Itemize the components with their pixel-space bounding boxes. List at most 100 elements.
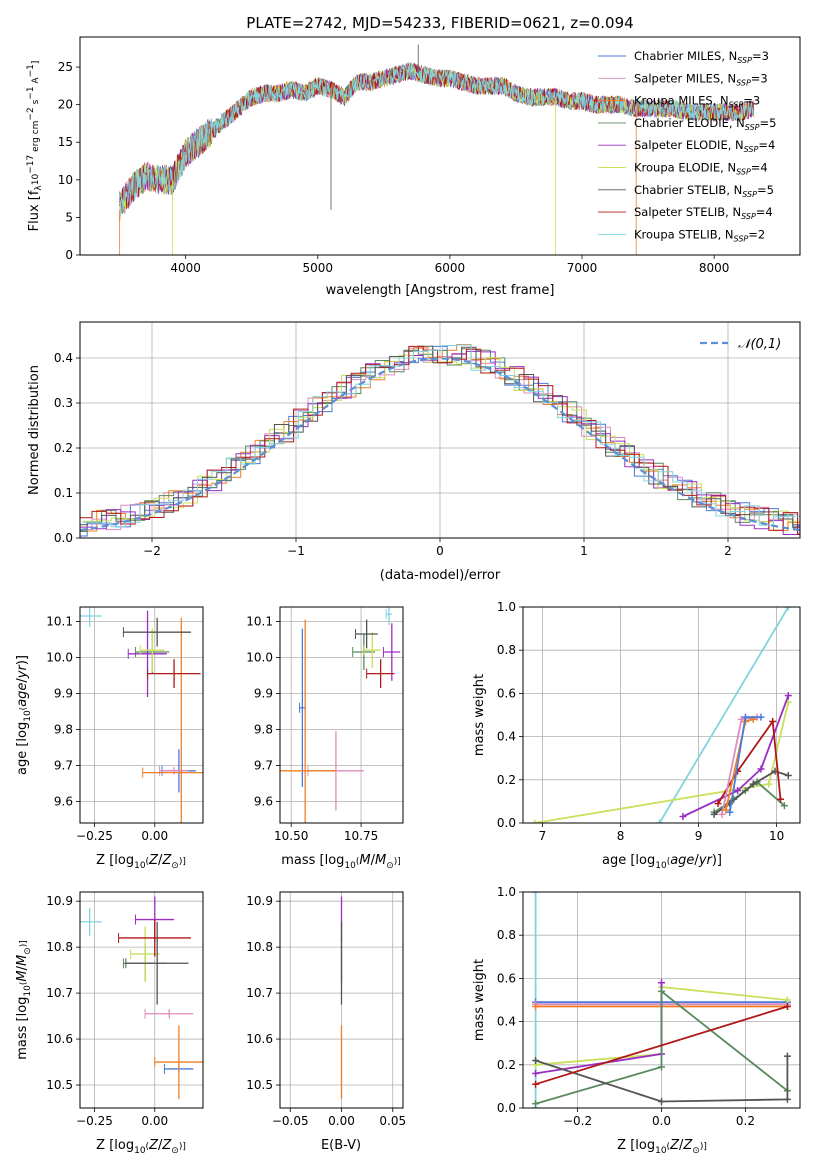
weight-vs-age-xlabel: age [log10(age/yr)] xyxy=(602,853,722,871)
mass-ylabel: mass [log10(M/M⊙)] xyxy=(15,940,33,1060)
x-tick-label: 4000 xyxy=(170,261,201,275)
axes-frame xyxy=(79,36,801,256)
legend-label: Chabrier STELIB, NSSP=5 xyxy=(634,183,774,199)
mass_vs_Z-points xyxy=(80,896,203,1099)
y-tick-label: 0.8 xyxy=(497,643,516,657)
spectrum-legend: Chabrier MILES, NSSP=3 Salpeter MILES, NS… xyxy=(598,49,776,243)
y-tick-label: 10.0 xyxy=(46,650,73,664)
errorbar-point xyxy=(142,617,203,823)
x-tick-label: 0.0 xyxy=(652,1114,671,1128)
y-tick-label: 0.0 xyxy=(497,816,516,830)
y-tick-label: 0.8 xyxy=(497,928,516,942)
x-tick-label: 6000 xyxy=(435,261,466,275)
legend-label: Chabrier ELODIE, NSSP=5 xyxy=(634,116,776,132)
x-tick-label: −0.25 xyxy=(76,829,113,843)
x-tick-label: 0 xyxy=(436,544,444,558)
legend-label: Chabrier MILES, NSSP=3 xyxy=(634,49,769,65)
errorbar-point xyxy=(299,628,306,787)
y-tick-label: 10.5 xyxy=(246,1078,273,1092)
age_vs_mass-axes: 10.50 10.75 9.6 9.7 9.8 9.9 10.0 10.1 xyxy=(246,607,403,843)
weight_vs_age-lines xyxy=(531,607,792,823)
errorbar-point xyxy=(147,659,201,688)
y-tick-label: 0.2 xyxy=(497,1058,516,1072)
x-tick-label: 7000 xyxy=(567,261,598,275)
x-tick-label: 8000 xyxy=(699,261,730,275)
y-tick-label: 10.1 xyxy=(46,614,73,628)
x-tick-label: −0.2 xyxy=(563,1114,592,1128)
x-tick-label: 0.00 xyxy=(328,1114,355,1128)
y-tick-label: 10.5 xyxy=(46,1078,73,1092)
weight_vs_Z-lines xyxy=(532,892,791,1108)
y-tick-label: 0.4 xyxy=(497,1015,516,1029)
x-tick-label: 9 xyxy=(695,829,703,843)
axes-frame xyxy=(522,606,801,824)
x-tick-label: −0.05 xyxy=(272,1114,309,1128)
residuals-xlabel: (data-model)/error xyxy=(380,568,501,583)
spectrum-ylabel: Flux [fλ10−17 erg cm−2 s−1 A−1] xyxy=(26,61,44,232)
x-tick-label: −1 xyxy=(287,544,305,558)
y-tick-label: 10.7 xyxy=(46,986,73,1000)
y-tick-label: 10.8 xyxy=(246,940,273,954)
mass-vs-Z-xlabel: Z [log10(Z/Z⊙)] xyxy=(96,1138,186,1156)
histogram-kroupa_stelib xyxy=(82,344,800,528)
errorbar-point xyxy=(354,619,378,649)
y-tick-label: 9.7 xyxy=(254,758,273,772)
spectrum-axes: 4000 5000 6000 7000 8000 0 5 10 15 20 25 xyxy=(58,60,730,275)
y-tick-label: 9.9 xyxy=(54,686,73,700)
errorbar-point xyxy=(118,919,191,957)
x-tick-label: 8 xyxy=(617,829,625,843)
y-tick-label: 1.0 xyxy=(497,885,516,899)
errorbar-point xyxy=(139,628,165,672)
y-tick-label: 9.7 xyxy=(54,758,73,772)
histogram-chabrier_miles xyxy=(80,345,800,537)
y-tick-label: 10.7 xyxy=(246,986,273,1000)
axes-frame xyxy=(79,891,204,1109)
axes-frame xyxy=(522,891,801,1109)
age_vs_Z-points xyxy=(80,607,203,823)
y-tick-label: 0.3 xyxy=(54,396,73,410)
x-tick-label: 2 xyxy=(724,544,732,558)
legend-label: Kroupa STELIB, NSSP=2 xyxy=(634,227,765,243)
age_vs_mass-points xyxy=(280,607,401,823)
mass_vs_Z-axes: −0.25 0.00 10.5 10.6 10.7 10.8 10.9 xyxy=(46,892,203,1128)
x-tick-label: 0.00 xyxy=(141,1114,168,1128)
y-tick-label: 10 xyxy=(58,173,73,187)
spectrum-lines xyxy=(119,44,755,255)
normal-curve xyxy=(80,357,800,532)
spectrum-xlabel: wavelength [Angstrom, rest frame] xyxy=(326,283,555,298)
weight-vs-Z-ylabel: mass weight xyxy=(472,959,487,1041)
axes-frame xyxy=(79,321,801,539)
legend-label: Salpeter MILES, NSSP=3 xyxy=(634,71,768,87)
x-tick-label: −0.25 xyxy=(76,1114,113,1128)
y-tick-label: 9.6 xyxy=(54,794,73,808)
y-tick-label: 10.0 xyxy=(246,650,273,664)
errorbar-point xyxy=(280,619,336,823)
spectrum-series-kroupa_stelib xyxy=(119,62,755,217)
errorbar-point xyxy=(366,659,395,688)
y-tick-label: 10.6 xyxy=(46,1032,73,1046)
weight-vs-Z-xlabel: Z [log10(Z/Z⊙)] xyxy=(617,1138,707,1156)
age-vs-Z-xlabel: Z [log10(Z/Z⊙)] xyxy=(96,853,186,871)
errorbar-point xyxy=(363,632,381,669)
y-tick-label: 25 xyxy=(58,60,73,74)
y-tick-label: 10.9 xyxy=(246,894,273,908)
residual-histograms xyxy=(80,344,800,537)
weight-line-kroupa_stelib xyxy=(658,607,790,823)
y-tick-label: 0.4 xyxy=(54,351,73,365)
residuals-axes: −2 −1 0 1 2 0.0 0.1 0.2 0.3 0.4 xyxy=(54,322,800,558)
weight-vs-age-ylabel: mass weight xyxy=(472,674,487,756)
x-tick-label: −2 xyxy=(143,544,161,558)
histogram-salpeter_stelib xyxy=(80,345,800,535)
errorbar-point xyxy=(122,617,191,647)
residuals-ylabel: Normed distribution xyxy=(27,365,42,495)
legend-label: Kroupa ELODIE, NSSP=4 xyxy=(634,161,768,177)
y-tick-label: 0.6 xyxy=(497,686,516,700)
age_vs_Z-axes: −0.25 0.00 9.6 9.7 9.8 9.9 10.0 10.1 xyxy=(46,607,203,843)
weight-line-chabrier_elodie xyxy=(535,989,788,1105)
legend-label: 𝒩(0,1) xyxy=(738,337,781,352)
y-tick-label: 5 xyxy=(65,210,73,224)
spectrum-series-salpeter_stelib xyxy=(119,62,755,209)
errorbar-point xyxy=(382,623,401,681)
mass_vs_EBV-axes: −0.05 0.00 0.05 10.5 10.6 10.7 10.8 10.9 xyxy=(246,892,406,1128)
